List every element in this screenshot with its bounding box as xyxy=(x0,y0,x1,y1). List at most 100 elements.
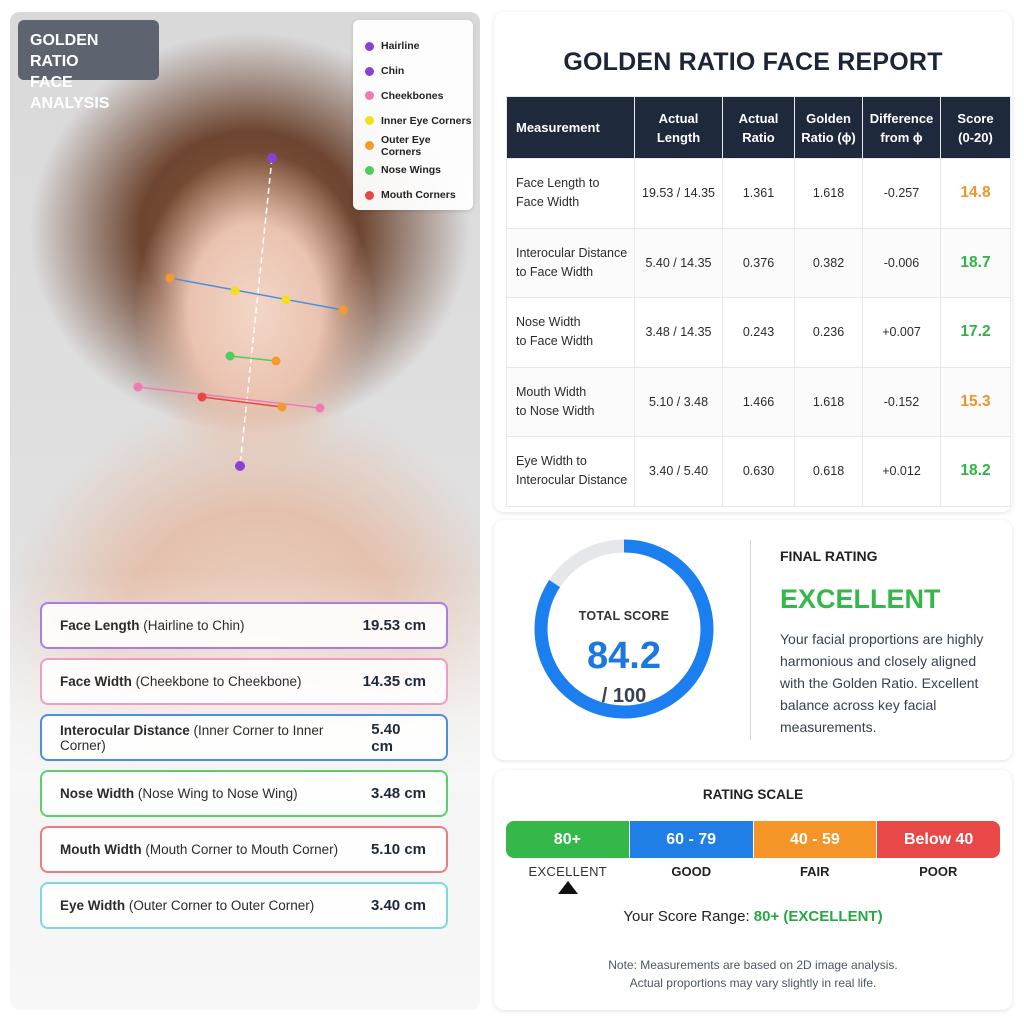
header-line-1: Golden xyxy=(806,110,851,126)
outer-eye-point-left xyxy=(165,273,175,283)
measurement-name: Face Length xyxy=(60,618,140,633)
nose-wing-point-right xyxy=(271,356,281,366)
difference-cell: -0.257 xyxy=(862,158,941,229)
table-row: Mouth Width to Nose Width 5.10 / 3.48 1.466… xyxy=(506,366,1011,437)
face-length-line xyxy=(239,157,273,467)
measurement-card: Eye Width (Outer Corner to Outer Corner)… xyxy=(40,882,448,929)
column-header: Difference from ϕ xyxy=(862,96,941,159)
score-cell: 15.3 xyxy=(940,366,1011,437)
header-line-1: Actual xyxy=(658,110,699,126)
rating-scale-labels: EXCELLENT GOOD FAIR POOR xyxy=(506,864,1000,879)
measurement-cell: Interocular Distance to Face Width xyxy=(506,227,635,298)
score-divider xyxy=(750,540,751,740)
mouth-corner-point-left xyxy=(197,392,207,402)
note-line-1: Note: Measurements are based on 2D image… xyxy=(608,958,898,972)
nose-line xyxy=(229,355,277,362)
actual-ratio-cell: 0.376 xyxy=(722,227,795,298)
measurement-line-2: Face Width xyxy=(516,195,580,210)
legend-item: Outer Eye Corners xyxy=(365,133,473,158)
landmark-legend: Hairline Chin Cheekbones Inner Eye Corners O… xyxy=(353,20,473,210)
golden-ratio-cell: 1.618 xyxy=(794,158,863,229)
golden-ratio-cell: 0.618 xyxy=(794,436,863,507)
measurement-card: Interocular Distance (Inner Corner to In… xyxy=(40,714,448,761)
measurement-label: Face Length (Hairline to Chin) xyxy=(60,618,245,633)
measurement-detail: (Inner Corner to Inner Corner) xyxy=(60,722,324,753)
header-line-2: from ϕ xyxy=(880,129,923,145)
actual-length-cell: 19.53 / 14.35 xyxy=(634,158,723,229)
final-rating-value: EXCELLENT xyxy=(780,584,941,614)
header-line-2: Ratio xyxy=(742,129,775,145)
actual-length-cell: 3.40 / 5.40 xyxy=(634,436,723,507)
legend-dot-icon xyxy=(365,91,374,101)
rating-segment-name: FAIR xyxy=(799,864,830,879)
score-ring xyxy=(534,539,714,719)
score-range-prefix: Your Score Range: xyxy=(623,908,754,925)
measurement-label: Face Width (Cheekbone to Cheekbone) xyxy=(60,674,302,689)
actual-ratio-cell: 1.361 xyxy=(722,158,795,229)
difference-cell: +0.007 xyxy=(862,297,941,368)
actual-length-cell: 5.10 / 3.48 xyxy=(634,366,723,437)
measurement-label: Mouth Width (Mouth Corner to Mouth Corne… xyxy=(60,842,338,857)
total-score-card: TOTAL SCORE 84.2 / 100 FINAL RATING EXCE… xyxy=(494,520,1012,760)
actual-length-cell: 3.48 / 14.35 xyxy=(634,297,723,368)
measurement-value: 14.35 cm xyxy=(362,673,426,690)
measurement-line-1: Interocular Distance xyxy=(516,245,628,260)
rating-segment: 80+ xyxy=(506,821,630,858)
legend-label: Cheekbones xyxy=(381,89,444,102)
header-line-2: (0-20) xyxy=(958,129,993,145)
measurement-detail: (Cheekbone to Cheekbone) xyxy=(131,674,302,689)
column-header: Golden Ratio (ϕ) xyxy=(794,96,863,159)
rating-segment: Below 40 xyxy=(877,821,1000,858)
difference-cell: -0.152 xyxy=(862,366,941,437)
rating-segment-name: POOR xyxy=(919,864,958,879)
measurement-value: 3.40 cm xyxy=(370,897,426,914)
rating-segment: 60 - 79 xyxy=(629,821,754,858)
column-header: Actual Length xyxy=(634,96,723,159)
golden-ratio-cell: 0.382 xyxy=(794,227,863,298)
current-rating-pointer-icon xyxy=(558,881,578,894)
golden-ratio-cell: 1.618 xyxy=(794,366,863,437)
legend-label: Inner Eye Corners xyxy=(381,114,472,127)
measurement-cell: Face Length to Face Width xyxy=(506,158,635,229)
nose-wing-point-left xyxy=(225,351,235,361)
header-line-1: Measurement xyxy=(516,120,600,135)
score-range-value: 80+ (EXCELLENT) xyxy=(753,908,883,925)
rating-segment-name: GOOD xyxy=(671,864,712,879)
measurement-detail: (Mouth Corner to Mouth Corner) xyxy=(141,842,339,857)
measurement-line-2: Interocular Distance xyxy=(516,473,628,488)
note-line-2: Actual proportions may vary slightly in … xyxy=(629,976,877,990)
legend-dot-icon xyxy=(365,66,374,76)
total-score-max: / 100 xyxy=(601,685,647,707)
measurement-cell: Mouth Width to Nose Width xyxy=(506,366,635,437)
face-report-card: GOLDEN RATIO FACE REPORT Measurement Actu… xyxy=(494,12,1012,512)
score-cell: 18.7 xyxy=(940,227,1011,298)
final-rating-label: FINAL RATING xyxy=(780,548,878,564)
report-title: GOLDEN RATIO FACE REPORT xyxy=(563,48,943,76)
measurement-line-2: to Nose Width xyxy=(516,403,595,418)
measurement-line-2: to Face Width xyxy=(516,264,594,279)
measurement-value: 5.10 cm xyxy=(370,841,426,858)
cheekbone-point-right xyxy=(315,403,325,413)
outer-eye-point-right xyxy=(338,305,348,315)
legend-item: Mouth Corners xyxy=(365,183,473,208)
score-ring-text: TOTAL SCORE 84.2 / 100 xyxy=(532,537,716,721)
legend-item: Hairline xyxy=(365,34,473,59)
column-header: Measurement xyxy=(506,96,635,159)
measurement-list: Face Length (Hairline to Chin) 19.53 cm Fa… xyxy=(40,602,448,938)
report-table: Measurement Actual Length Actual Ratio Golden… xyxy=(506,96,1011,507)
measurement-card: Mouth Width (Mouth Corner to Mouth Corne… xyxy=(40,826,448,873)
measurement-cell: Eye Width to Interocular Distance xyxy=(506,436,635,507)
measurement-detail: (Nose Wing to Nose Wing) xyxy=(134,786,298,801)
inner-eye-point-left xyxy=(230,286,240,296)
mouth-line xyxy=(201,396,283,408)
rating-scale-bar: 80+ 60 - 79 40 - 59 Below 40 xyxy=(506,821,1000,858)
analysis-title-badge: GOLDEN RATIO FACE ANALYSIS xyxy=(18,20,159,112)
difference-cell: +0.012 xyxy=(862,436,941,507)
header-line-2: Length xyxy=(656,129,701,145)
face-analysis-panel: GOLDEN RATIO FACE ANALYSIS Hairline Chin C… xyxy=(10,12,480,1010)
final-rating-description: Your facial proportions are highly harmo… xyxy=(780,631,984,735)
legend-label: Hairline xyxy=(381,40,420,53)
badge-line-1: GOLDEN RATIO xyxy=(30,32,99,70)
measurement-line-1: Nose Width xyxy=(516,315,581,330)
legend-label: Nose Wings xyxy=(381,164,441,177)
